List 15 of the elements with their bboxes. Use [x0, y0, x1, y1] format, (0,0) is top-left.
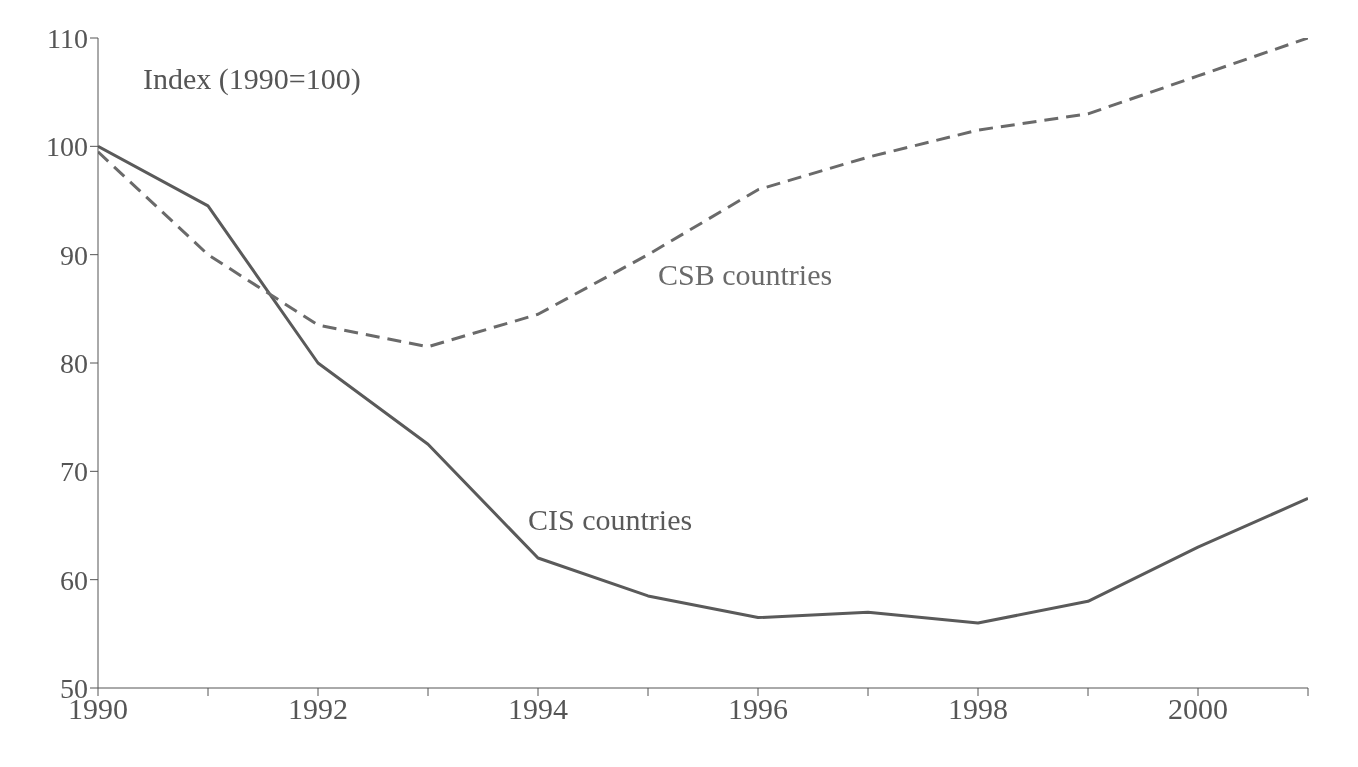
y-tick-label: 100 — [46, 131, 88, 163]
y-tick-label: 60 — [60, 564, 88, 596]
y-tick-label: 90 — [60, 239, 88, 271]
y-axis-title: Index (1990=100) — [143, 62, 361, 97]
x-tick-label: 1996 — [728, 692, 788, 726]
x-tick-label: 1992 — [288, 692, 348, 726]
x-tick-label: 1998 — [948, 692, 1008, 726]
x-tick-label: 2000 — [1168, 692, 1228, 726]
y-tick-label: 80 — [60, 347, 88, 379]
y-tick-label: 110 — [47, 22, 88, 54]
line-series — [98, 38, 1308, 349]
x-tick-label: 1994 — [508, 692, 568, 726]
series-label: CIS countries — [528, 503, 693, 536]
series-label: CSB countries — [658, 257, 833, 291]
y-tick-label: 70 — [60, 456, 88, 488]
